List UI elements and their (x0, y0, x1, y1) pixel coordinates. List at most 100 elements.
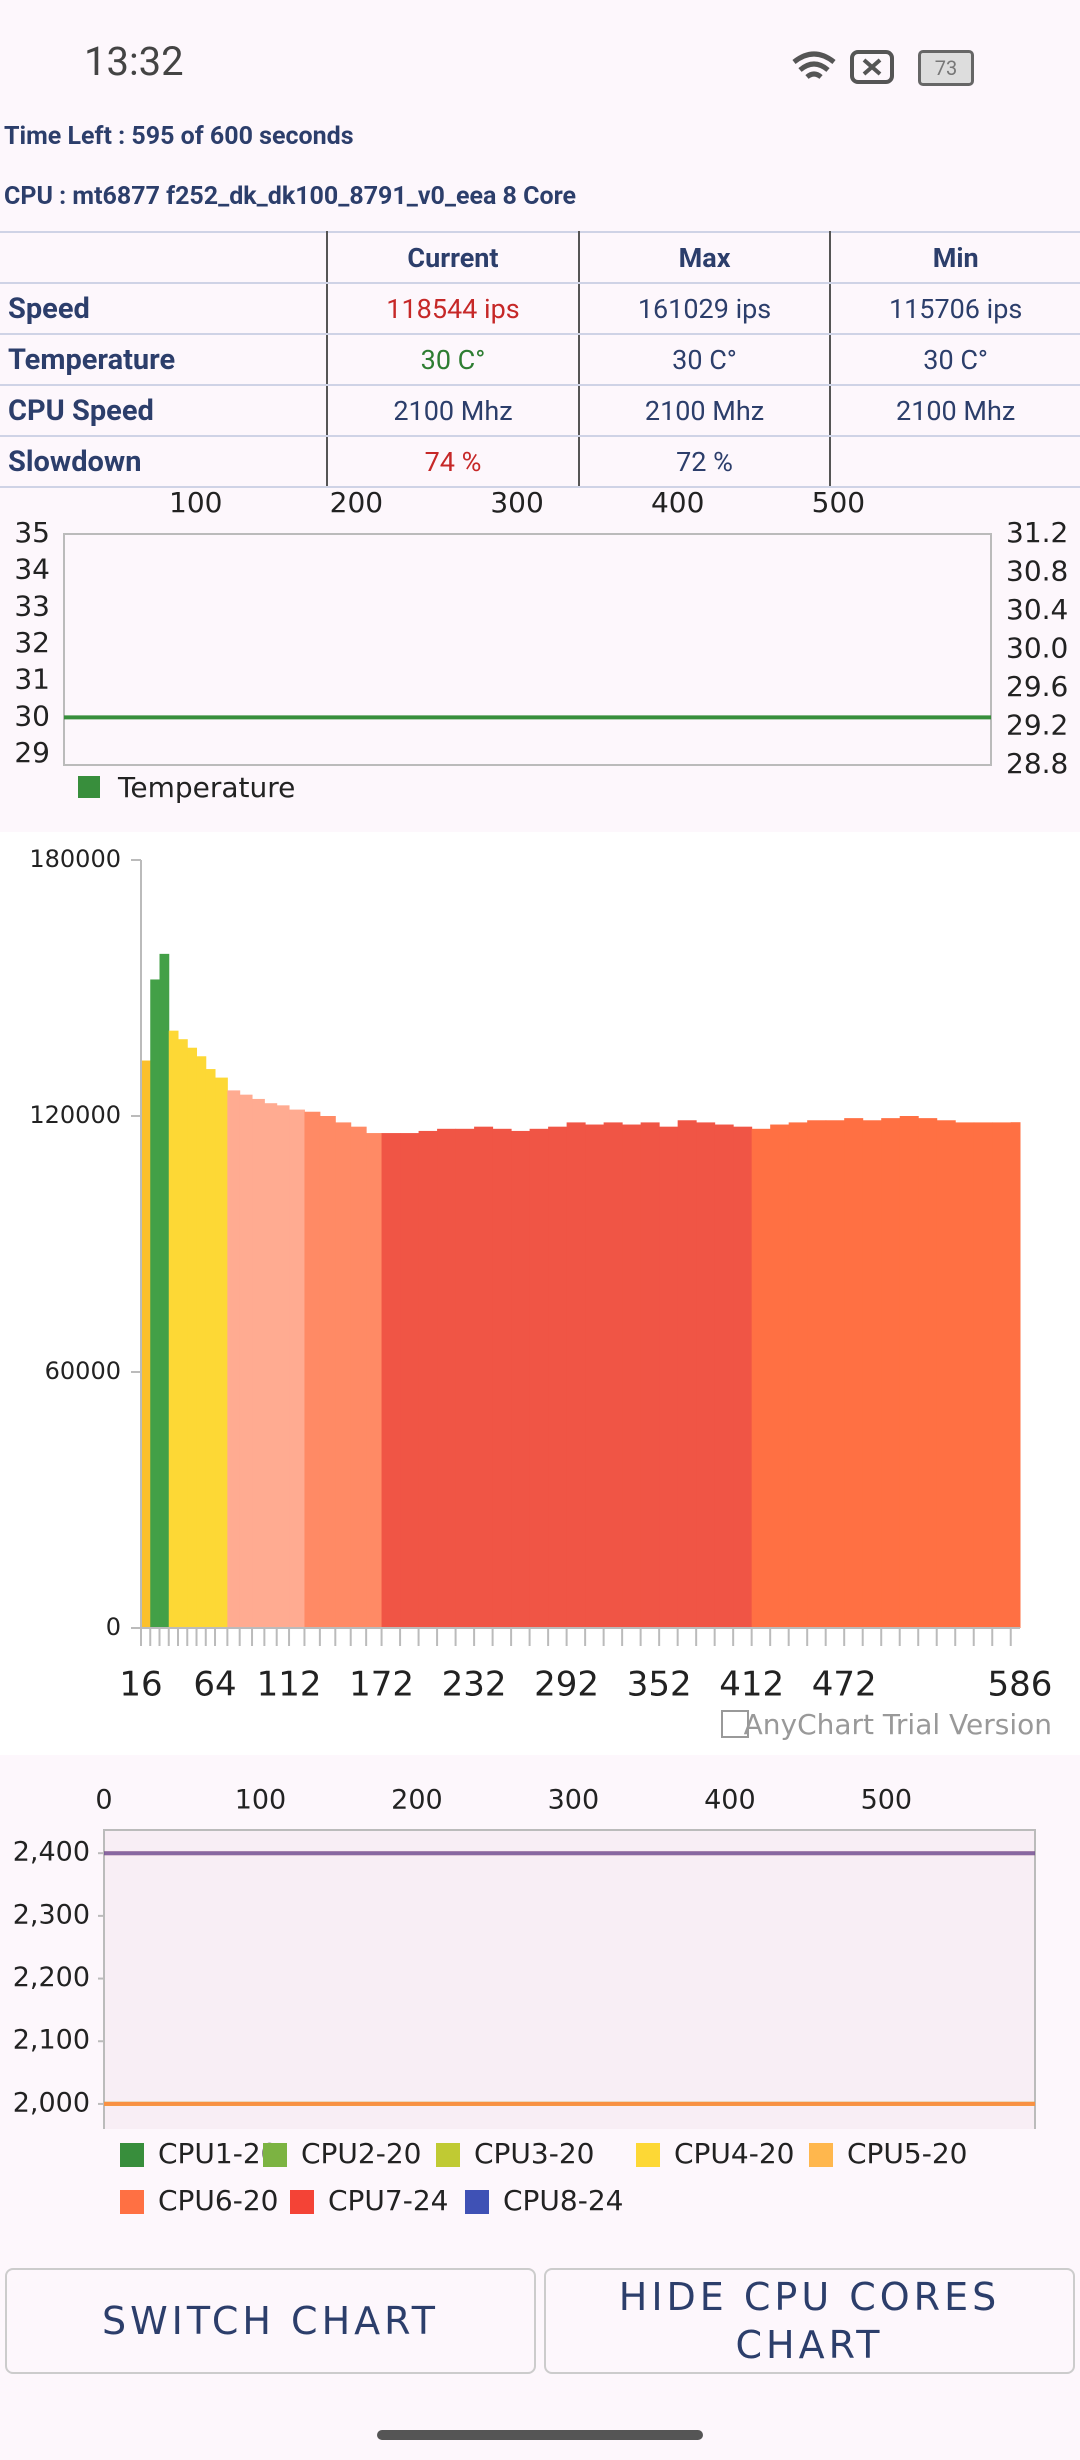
bar (366, 1133, 383, 1628)
legend-swatch (263, 2143, 287, 2167)
bar (696, 1122, 716, 1628)
legend-swatch (120, 2190, 144, 2214)
bar (862, 1120, 882, 1628)
bar (205, 1069, 216, 1628)
column-header: Max (578, 231, 832, 284)
bar (899, 1116, 919, 1628)
bar (770, 1124, 790, 1628)
y-tick-label: 2,400 (13, 1837, 90, 1868)
x-tick-label: 500 (812, 486, 865, 519)
bar (677, 1120, 697, 1628)
table-row: Speed 118544 ips 161029 ips 115706 ips (0, 282, 1080, 335)
bar (418, 1130, 438, 1628)
bar (825, 1120, 845, 1628)
legend-label: CPU4-20 (674, 2137, 794, 2170)
status-battery: 73 (918, 50, 974, 86)
home-indicator (377, 2430, 703, 2440)
x-tick-label: 200 (330, 486, 383, 519)
x-tick-label: 172 (349, 1665, 414, 1705)
column-header: Current (327, 231, 580, 284)
time-left: Time Left : 595 of 600 seconds (4, 122, 354, 151)
bar (1010, 1122, 1021, 1628)
bar (168, 1030, 179, 1628)
bar (714, 1124, 734, 1628)
legend-label: CPU7-24 (328, 2184, 448, 2217)
bar (474, 1126, 494, 1628)
bar (807, 1120, 827, 1628)
y-tick-label: 33 (14, 589, 50, 622)
corner-cell (0, 231, 329, 284)
x-tick-label: 472 (812, 1665, 877, 1705)
x-tick-label: 64 (193, 1665, 236, 1705)
legend-label: CPU1-20 (158, 2137, 278, 2170)
y2-tick-label: 29.2 (1006, 709, 1068, 742)
legend-swatch (809, 2143, 833, 2167)
y2-tick-label: 29.6 (1006, 670, 1068, 703)
bar (733, 1126, 753, 1628)
bar (381, 1133, 401, 1628)
row-label: Speed (0, 282, 329, 335)
row-label: Temperature (0, 333, 329, 386)
bar (844, 1118, 864, 1628)
cell: 115706 ips (830, 282, 1080, 335)
hide-cores-button[interactable]: HIDE CPU CORES CHART (544, 2268, 1075, 2374)
legend-label: CPU3-20 (474, 2137, 594, 2170)
legend-label: Temperature (117, 771, 295, 804)
x-tick-label: 232 (442, 1665, 507, 1705)
row-label: CPU Speed (0, 384, 329, 437)
bar (150, 979, 161, 1628)
y-tick-label: 31 (14, 663, 50, 696)
bar (187, 1047, 198, 1628)
legend-label: CPU6-20 (158, 2184, 278, 2217)
x-tick-label: 412 (719, 1665, 784, 1705)
x-tick-label: 200 (391, 1785, 443, 1816)
x-tick-label: 100 (235, 1785, 287, 1816)
y2-tick-label: 30.0 (1006, 632, 1068, 665)
cell: 118544 ips (327, 282, 580, 335)
bar (141, 1060, 151, 1628)
y-tick-label: 0 (106, 1613, 121, 1641)
x-tick-label: 300 (548, 1785, 600, 1816)
bar (973, 1122, 993, 1628)
x-tick-label: 400 (704, 1785, 756, 1816)
bar (492, 1128, 512, 1628)
bar (751, 1128, 771, 1628)
legend-swatch (436, 2143, 460, 2167)
bar (992, 1122, 1012, 1628)
row-label: Slowdown (0, 435, 329, 488)
y2-tick-label: 30.4 (1006, 593, 1068, 626)
empty-cell (830, 435, 1080, 488)
x-tick-label: 400 (651, 486, 704, 519)
bar (585, 1124, 605, 1628)
bar (881, 1118, 901, 1628)
bar (437, 1128, 457, 1628)
y-tick-label: 2,100 (13, 2025, 90, 2056)
y-tick-label: 2,300 (13, 1899, 90, 1930)
stats-table: Current Max Min Speed 118544 ips 161029 ips 11… (0, 231, 1080, 488)
x-tick-label: 0 (95, 1785, 112, 1816)
bar (640, 1122, 660, 1628)
bar (289, 1109, 305, 1628)
cpu-name: CPU : mt6877 f252_dk_dk100_8791_v0_eea 8… (4, 182, 577, 211)
bar (455, 1128, 475, 1628)
y-tick-label: 2,200 (13, 1962, 90, 1993)
y2-tick-label: 28.8 (1006, 747, 1068, 780)
watermark: AnyChart Trial Version (744, 1708, 1052, 1741)
bar (622, 1124, 642, 1628)
bar (264, 1103, 278, 1628)
bar (159, 953, 170, 1628)
legend-label: CPU8-24 (503, 2184, 623, 2217)
legend-swatch (465, 2190, 489, 2214)
y-tick-label: 35 (14, 516, 50, 549)
bar (196, 1056, 207, 1628)
cell: 30 C° (327, 333, 580, 386)
switch-chart-button[interactable]: SWITCH CHART (5, 2268, 536, 2374)
cell: 2100 Mhz (830, 384, 1080, 437)
cell: 30 C° (830, 333, 1080, 386)
status-icons (792, 50, 894, 84)
table-row: Slowdown 74 % 72 % (0, 435, 1080, 488)
bar (252, 1098, 265, 1628)
legend-swatch (290, 2190, 314, 2214)
cell: 74 % (327, 435, 580, 488)
